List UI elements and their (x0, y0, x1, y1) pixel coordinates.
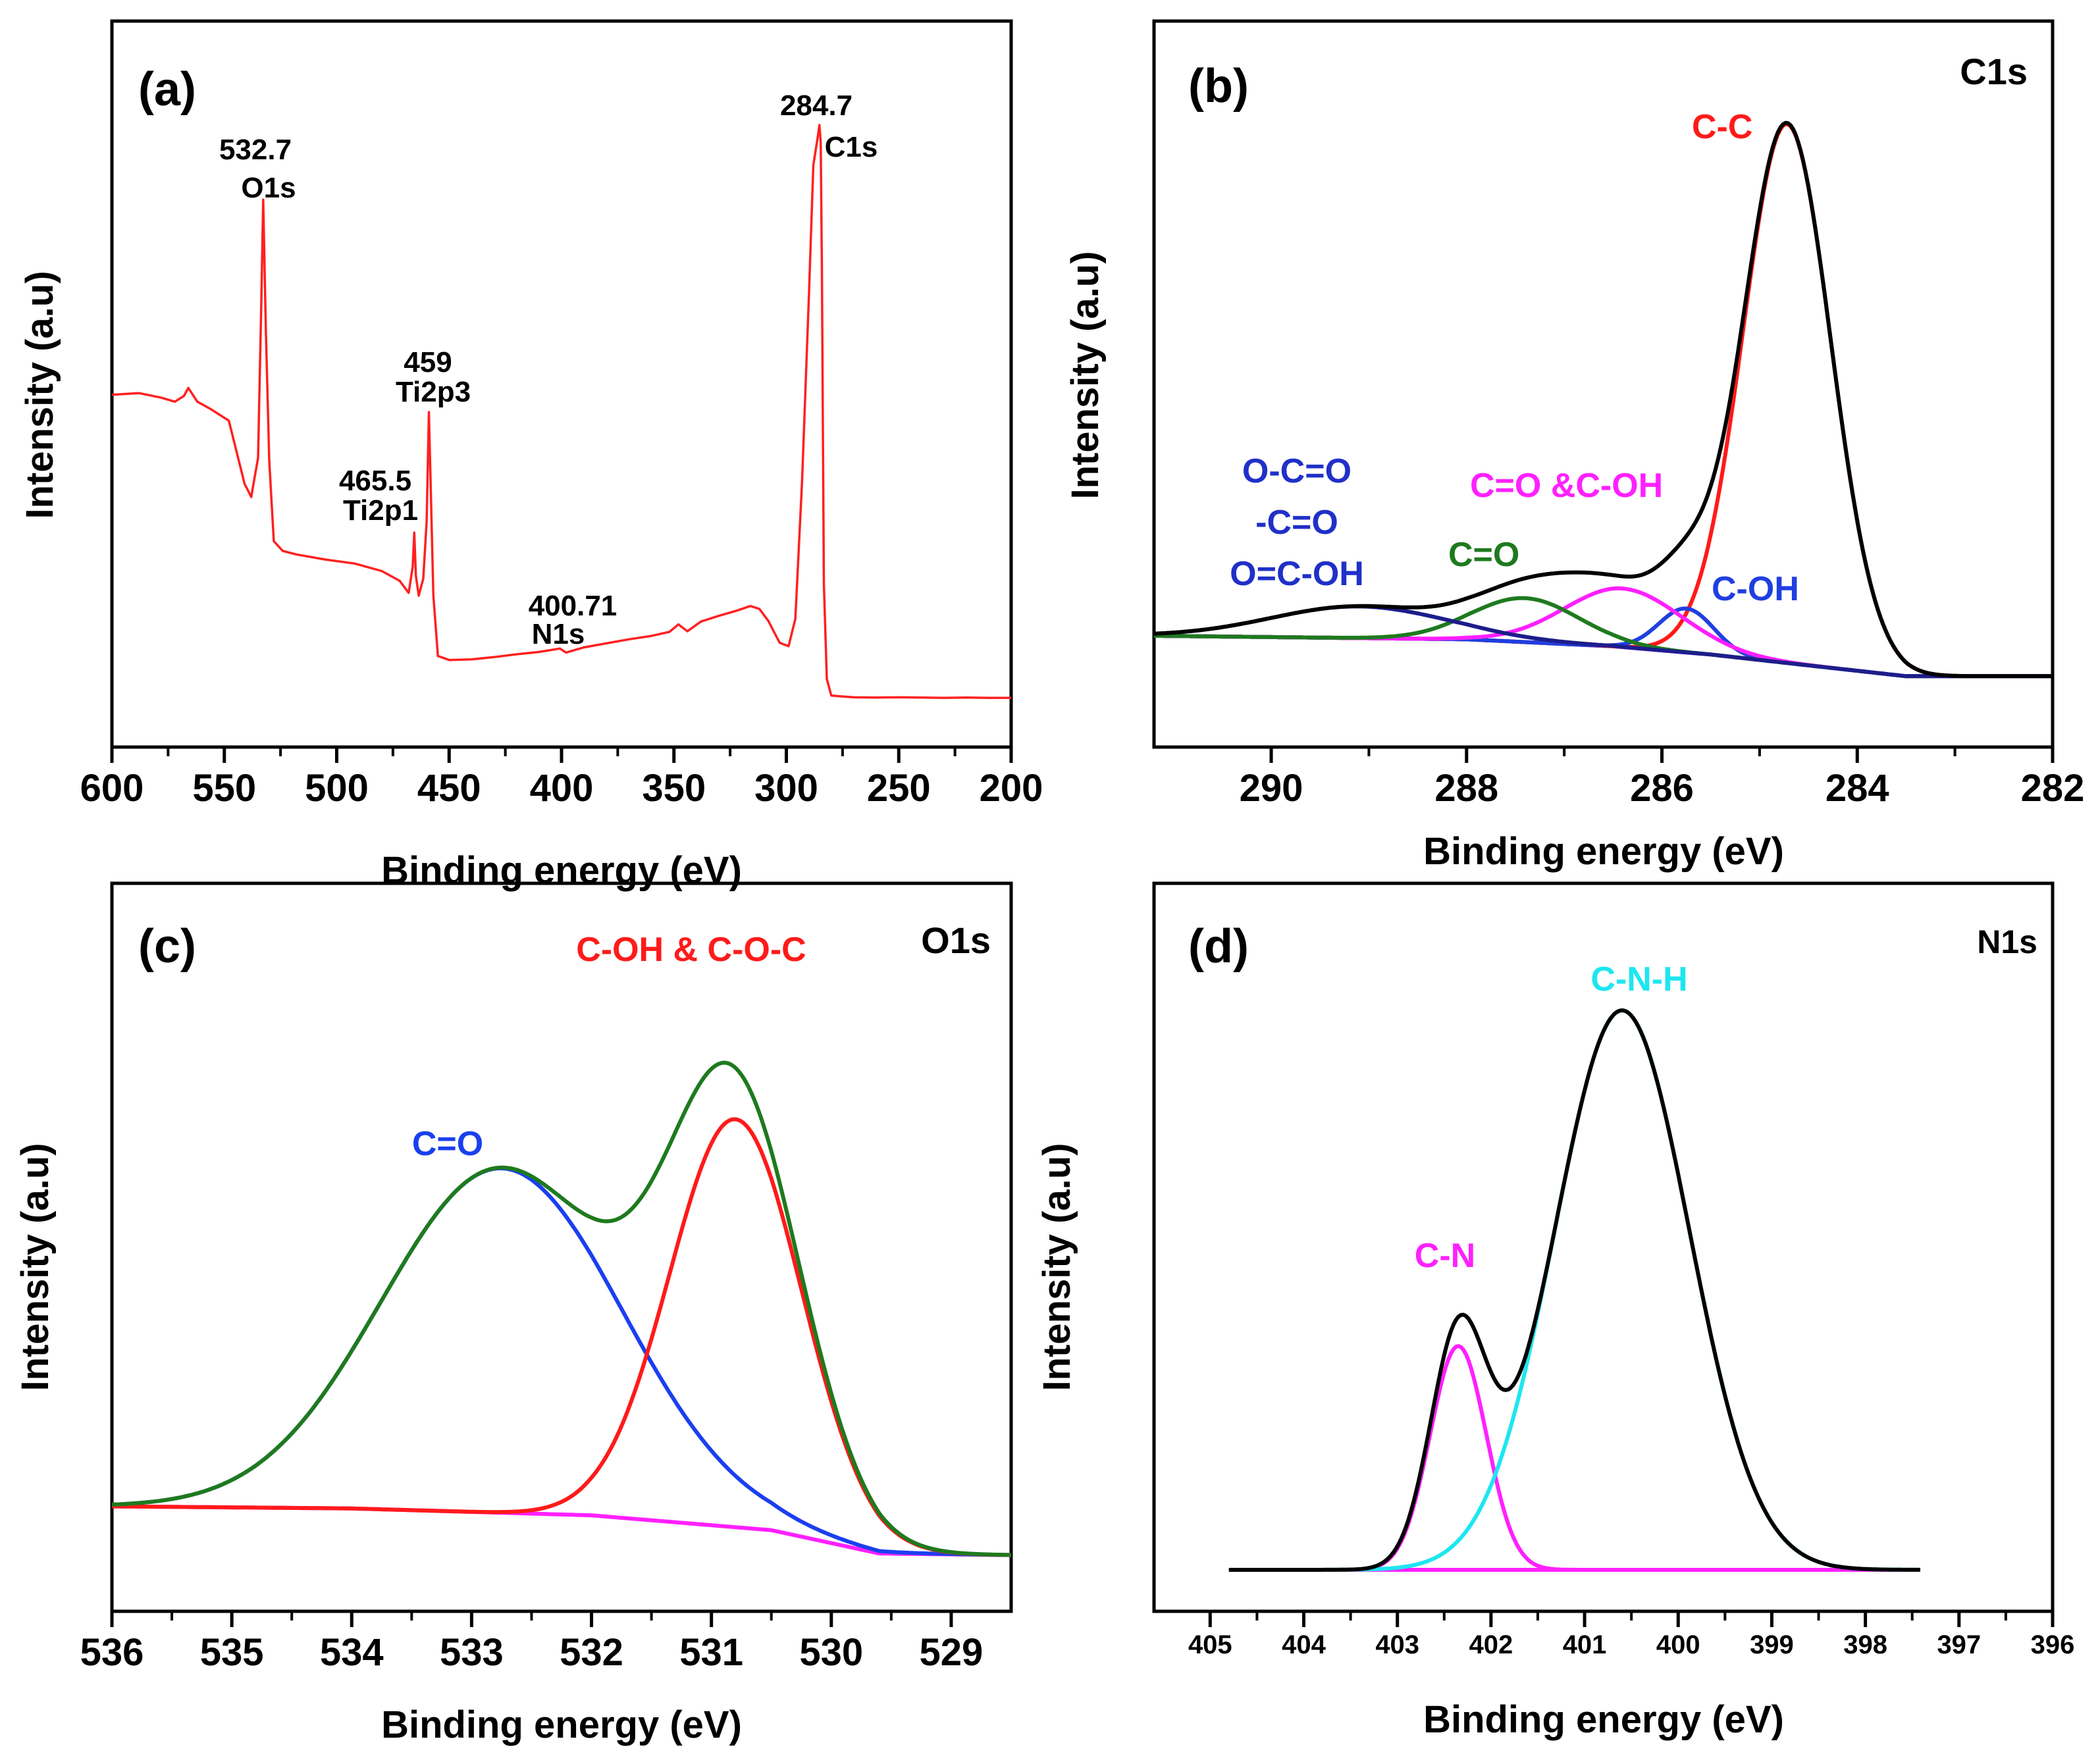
x-axis-label-d: Binding energy (eV) (1423, 1698, 1784, 1741)
y-axis-label-d: Intensity (a.u) (1036, 1143, 1078, 1391)
panel-title-b: C1s (1960, 51, 2028, 92)
component-label: O=C-OH (1230, 555, 1364, 593)
plot-area-a (111, 124, 1011, 700)
panel-d: 405 404 403 402 401 400 399 398 397 396 Binding en… (1036, 881, 2074, 1741)
peak-label-name: O1s (241, 172, 296, 204)
x-tick-label: 450 (417, 767, 481, 810)
component-label: O-C=O (1242, 452, 1352, 490)
plot-area-d (1228, 1008, 1921, 1572)
axes-frame-d (1152, 881, 2055, 1613)
x-tick-label: 397 (1937, 1630, 1981, 1659)
x-ticks-a: 600 550 500 450 400 350 300 250 200 (80, 747, 1043, 810)
x-tick-label: 402 (1469, 1630, 1513, 1659)
peak-label-name: C1s (825, 131, 878, 163)
panel-title-c: O1s (921, 920, 991, 961)
x-tick-label: 396 (2031, 1630, 2075, 1659)
plot-area-c (111, 1060, 1012, 1557)
y-axis-label-a: Intensity (a.u) (18, 271, 61, 519)
x-tick-label: 401 (1563, 1630, 1607, 1659)
x-tick-label: 533 (440, 1631, 504, 1674)
peak-label-value: 532.7 (219, 134, 292, 166)
x-tick-label: 529 (920, 1631, 984, 1674)
y-axis-label-c: Intensity (a.u) (14, 1143, 57, 1391)
x-ticks-b: 290 288 286 284 282 (1240, 747, 2085, 810)
peak-label-value: 284.7 (780, 90, 853, 122)
x-axis-label-b: Binding energy (eV) (1423, 830, 1784, 873)
panel-a: 600 550 500 450 400 350 300 250 200 Binding energ… (18, 19, 1043, 892)
x-tick-label: 400 (530, 767, 594, 810)
x-tick-label: 400 (1656, 1630, 1700, 1659)
x-tick-label: 282 (2021, 767, 2085, 810)
component-label: C=O (1448, 536, 1519, 574)
panel-label-a: (a) (138, 63, 196, 116)
x-tick-label: 600 (80, 767, 144, 810)
component-label: C-N (1415, 1237, 1475, 1275)
x-tick-label: 288 (1434, 767, 1498, 810)
component-label: C=O &C-OH (1470, 467, 1663, 505)
x-tick-label: 404 (1282, 1630, 1326, 1659)
panel-b: 290 288 286 284 282 Binding energy (eV) Intens… (1064, 19, 2085, 873)
x-tick-label: 405 (1188, 1630, 1232, 1659)
component-label: C-OH (1712, 570, 1799, 608)
peak-label-value: 459 (404, 346, 452, 378)
peak-label-value: 400.71 (529, 590, 617, 622)
peak-label-name: Ti2p1 (343, 494, 418, 527)
x-tick-label: 536 (80, 1631, 144, 1674)
y-axis-label-b: Intensity (a.u) (1064, 251, 1107, 499)
peak-label-name: Ti2p3 (396, 376, 471, 408)
x-tick-label: 286 (1630, 767, 1694, 810)
x-tick-label: 200 (980, 767, 1043, 810)
component-label: C-C (1692, 108, 1752, 146)
peak-label-name: N1s (532, 618, 585, 650)
panel-label-b: (b) (1188, 60, 1249, 113)
x-tick-label: 398 (1843, 1630, 1887, 1659)
component-label: C=O (412, 1125, 483, 1163)
panel-label-d: (d) (1188, 920, 1249, 973)
panel-title-d: N1s (1977, 923, 2037, 960)
panel-label-c: (c) (138, 920, 196, 973)
x-tick-label: 534 (320, 1631, 384, 1674)
x-ticks-c: 536 535 534 533 532 531 530 529 (80, 1611, 984, 1674)
plot-area-b (1153, 120, 2053, 679)
series-line-survey (111, 124, 1011, 700)
x-tick-label: 350 (642, 767, 706, 810)
x-tick-label: 500 (305, 767, 369, 810)
component-label: C-OH & C-O-C (576, 931, 806, 969)
component-label: C-N-H (1590, 960, 1687, 999)
x-tick-label: 535 (200, 1631, 264, 1674)
x-tick-label: 531 (679, 1631, 743, 1674)
x-tick-label: 399 (1750, 1630, 1794, 1659)
peak-labels-b: C-C C-OH C=O &C-OH C=O O-C=O -C=O O=C-OH (1230, 108, 1799, 608)
x-axis-label-c: Binding energy (eV) (381, 1703, 742, 1746)
series-line-envelope (111, 1060, 1011, 1557)
x-tick-label: 250 (867, 767, 931, 810)
axes-frame-c (110, 881, 1013, 1613)
series-line-envelope (1153, 120, 2053, 679)
x-tick-label: 403 (1375, 1630, 1419, 1659)
panel-c: 536 535 534 533 532 531 530 529 Binding energy (… (14, 881, 1013, 1746)
axes-frame-b (1152, 19, 2055, 749)
x-tick-label: 550 (192, 767, 256, 810)
x-tick-label: 530 (799, 1631, 863, 1674)
x-tick-label: 300 (754, 767, 818, 810)
peak-labels-d: C-N C-N-H (1415, 960, 1688, 1275)
x-axis-label-a: Binding energy (eV) (381, 849, 742, 892)
peak-labels-c: C=O C-OH & C-O-C (412, 931, 806, 1163)
peak-label-value: 465.5 (339, 465, 411, 497)
x-ticks-d: 405 404 403 402 401 400 399 398 397 396 (1188, 1611, 2074, 1659)
x-tick-label: 284 (1825, 767, 1889, 810)
x-tick-label: 532 (560, 1631, 623, 1674)
component-label: -C=O (1255, 504, 1338, 542)
x-tick-label: 290 (1240, 767, 1303, 810)
series-line-envelope (1228, 1008, 1921, 1572)
